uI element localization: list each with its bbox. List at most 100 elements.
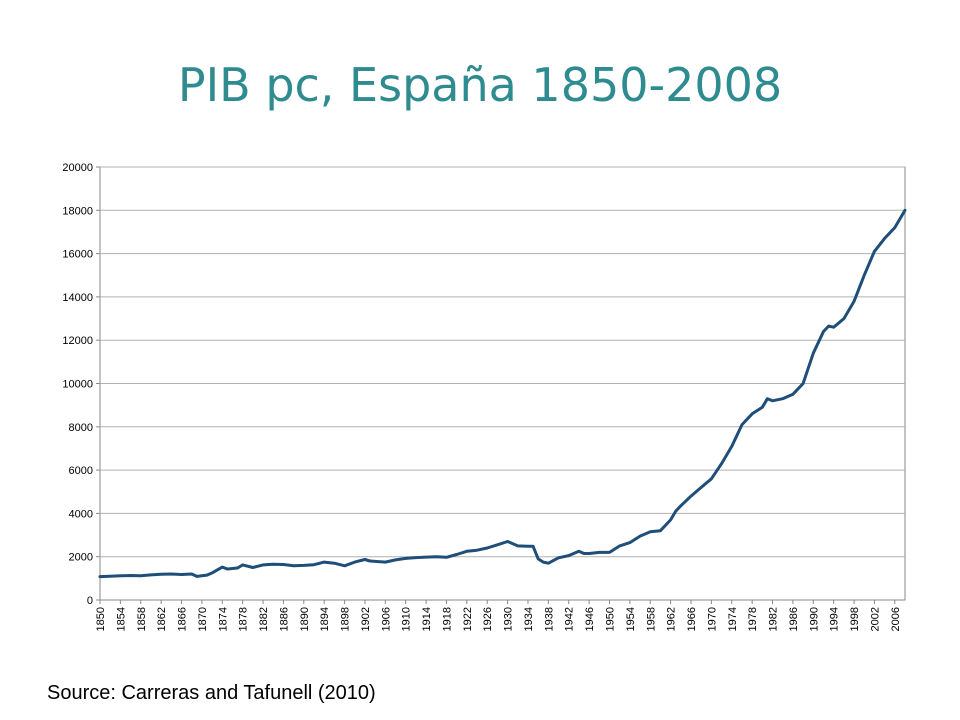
- series-line: [98, 208, 907, 579]
- data-point: [638, 534, 642, 538]
- data-point: [496, 543, 499, 546]
- data-point: [598, 551, 601, 554]
- x-tick-label: 1890: [299, 607, 311, 631]
- data-point: [414, 556, 418, 559]
- x-tick-label: 1862: [156, 607, 168, 631]
- data-point: [801, 382, 805, 385]
- data-point: [119, 574, 122, 577]
- data-point: [282, 563, 285, 566]
- data-point: [873, 250, 876, 253]
- data-point: [129, 574, 132, 577]
- x-tick-label: 1954: [625, 607, 637, 631]
- x-tick-label: 1990: [808, 607, 820, 631]
- data-point: [537, 557, 540, 561]
- x-tick-label: 1942: [564, 607, 576, 631]
- data-point: [730, 445, 733, 448]
- y-tick-labels: 0 2000 4000 6000 8000 10000 12000 14000 16000 180…: [62, 162, 93, 607]
- data-point: [261, 563, 265, 567]
- x-tick-label: 1906: [380, 607, 392, 631]
- data-point: [582, 552, 586, 555]
- x-tick-label: 1866: [177, 607, 189, 631]
- data-point: [241, 563, 244, 567]
- data-point: [781, 397, 784, 400]
- data-point: [812, 352, 815, 355]
- x-tick-label: 1934: [523, 607, 535, 631]
- x-tick-label: 1986: [788, 607, 800, 631]
- data-point: [547, 562, 550, 565]
- data-point: [323, 560, 326, 564]
- data-point: [751, 412, 754, 415]
- data-point: [195, 575, 198, 578]
- data-point: [710, 477, 713, 480]
- data-point: [205, 573, 209, 577]
- x-tick-label: 1918: [441, 607, 453, 631]
- x-tick-label: 1858: [136, 607, 148, 631]
- x-tick-label: 1874: [217, 607, 229, 631]
- data-point: [761, 406, 764, 409]
- data-point: [863, 274, 866, 277]
- data-point: [720, 462, 723, 465]
- data-point: [883, 237, 886, 240]
- x-tick-label: 1878: [238, 607, 250, 631]
- x-tick-label: 1930: [503, 607, 515, 631]
- x-tick-label: 1970: [706, 607, 718, 631]
- y-tick-label: 16000: [62, 249, 93, 261]
- data-point: [455, 553, 458, 556]
- data-point: [506, 540, 509, 543]
- data-point: [577, 550, 581, 553]
- y-tick-label: 12000: [62, 335, 93, 347]
- x-tick-label: 1926: [482, 607, 494, 631]
- data-point: [292, 564, 295, 567]
- data-point: [628, 541, 632, 544]
- data-point: [465, 550, 468, 553]
- y-tick-label: 20000: [62, 162, 93, 174]
- data-point: [149, 573, 153, 577]
- data-point: [139, 574, 142, 577]
- data-point: [740, 423, 744, 426]
- x-tick-label: 1914: [421, 607, 433, 631]
- x-tick-label: 1958: [645, 607, 657, 631]
- data-point: [659, 529, 662, 532]
- data-point: [618, 544, 621, 548]
- data-point: [893, 226, 896, 229]
- data-point: [842, 317, 846, 320]
- data-point: [791, 393, 795, 396]
- x-tick-label: 1950: [604, 607, 616, 631]
- data-point: [221, 565, 224, 569]
- data-point: [312, 563, 316, 566]
- x-tick-label: 1870: [197, 607, 209, 631]
- data-point: [832, 326, 835, 329]
- data-point: [368, 559, 372, 563]
- data-point: [384, 560, 387, 564]
- data-point: [587, 552, 591, 555]
- data-point: [567, 554, 570, 557]
- data-point: [486, 546, 489, 550]
- x-tick-label: 1982: [768, 607, 780, 631]
- data-point: [852, 300, 856, 303]
- data-point: [272, 563, 275, 566]
- data-point: [394, 558, 397, 562]
- y-tick-label: 4000: [69, 508, 93, 520]
- data-point: [404, 557, 407, 560]
- data-point: [180, 573, 183, 576]
- data-point: [236, 566, 239, 570]
- x-tick-label: 1966: [686, 607, 698, 631]
- x-tick-label: 1850: [95, 607, 107, 631]
- y-tick-label: 8000: [69, 422, 93, 434]
- page-title: PIB pc, España 1850-2008: [177, 58, 783, 112]
- y-tick-label: 0: [87, 595, 93, 607]
- data-point: [475, 549, 479, 552]
- data-point: [302, 564, 305, 567]
- data-point: [98, 575, 102, 578]
- data-point: [557, 556, 560, 559]
- data-point: [649, 530, 652, 533]
- x-tick-label: 2006: [890, 607, 902, 631]
- data-point: [251, 566, 254, 569]
- data-point: [674, 510, 677, 513]
- y-tick-label: 6000: [69, 465, 93, 477]
- data-point: [333, 562, 336, 565]
- data-point: [159, 573, 163, 576]
- data-point: [343, 564, 346, 567]
- x-tick-label: 1946: [584, 607, 596, 631]
- data-point: [679, 504, 682, 507]
